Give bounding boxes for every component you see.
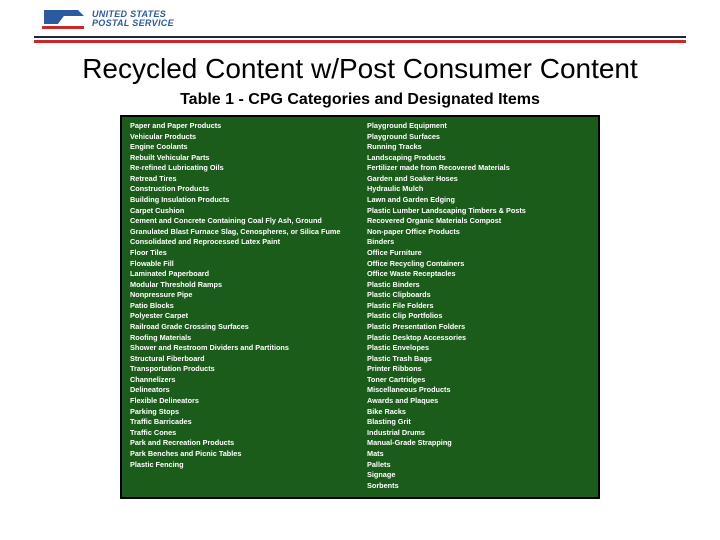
category-item: Hydraulic Mulch bbox=[367, 184, 590, 195]
category-item: Plastic Desktop Accessories bbox=[367, 333, 590, 344]
category-item: Printer Ribbons bbox=[367, 364, 590, 375]
category-item: Plastic Binders bbox=[367, 280, 590, 291]
categories-col-left: Paper and Paper ProductsVehicular Produc… bbox=[130, 121, 353, 491]
category-item: Industrial Drums bbox=[367, 428, 590, 439]
header: UNITED STATES POSTAL SERVICE bbox=[0, 0, 720, 36]
divider-navy bbox=[34, 36, 686, 38]
category-item: Vehicular Products bbox=[130, 132, 353, 143]
category-item: Playground Equipment bbox=[367, 121, 590, 132]
category-item: Flowable Fill bbox=[130, 259, 353, 270]
category-item: Blasting Grit bbox=[367, 417, 590, 428]
category-item: Rebuilt Vehicular Parts bbox=[130, 153, 353, 164]
category-item: Plastic Lumber Landscaping Timbers & Pos… bbox=[367, 206, 590, 217]
categories-col-right: Playground EquipmentPlayground SurfacesR… bbox=[367, 121, 590, 491]
category-item: Office Furniture bbox=[367, 248, 590, 259]
category-item: Parking Stops bbox=[130, 407, 353, 418]
category-item: Traffic Barricades bbox=[130, 417, 353, 428]
category-item: Playground Surfaces bbox=[367, 132, 590, 143]
table-caption: Table 1 - CPG Categories and Designated … bbox=[0, 91, 720, 109]
category-item: Awards and Plaques bbox=[367, 396, 590, 407]
category-item: Plastic Clipboards bbox=[367, 290, 590, 301]
usps-eagle-icon bbox=[40, 6, 86, 32]
category-item: Construction Products bbox=[130, 184, 353, 195]
divider-red bbox=[34, 40, 686, 43]
category-item: Polyester Carpet bbox=[130, 311, 353, 322]
category-item: Lawn and Garden Edging bbox=[367, 195, 590, 206]
category-item: Shower and Restroom Dividers and Partiti… bbox=[130, 343, 353, 354]
category-item: Building Insulation Products bbox=[130, 195, 353, 206]
category-item: Structural Fiberboard bbox=[130, 354, 353, 365]
category-item: Laminated Paperboard bbox=[130, 269, 353, 280]
category-item: Park and Recreation Products bbox=[130, 438, 353, 449]
brand-line2: POSTAL SERVICE bbox=[92, 19, 174, 28]
category-item: Patio Blocks bbox=[130, 301, 353, 312]
category-item: Delineators bbox=[130, 385, 353, 396]
category-item: Retread Tires bbox=[130, 174, 353, 185]
category-item: Office Recycling Containers bbox=[367, 259, 590, 270]
category-item: Office Waste Receptacles bbox=[367, 269, 590, 280]
category-item: Pallets bbox=[367, 460, 590, 471]
category-item: Traffic Cones bbox=[130, 428, 353, 439]
category-item: Modular Threshold Ramps bbox=[130, 280, 353, 291]
category-item: Plastic File Folders bbox=[367, 301, 590, 312]
category-item: Carpet Cushion bbox=[130, 206, 353, 217]
category-item: Channelizers bbox=[130, 375, 353, 386]
category-item: Flexible Delineators bbox=[130, 396, 353, 407]
category-item: Non-paper Office Products bbox=[367, 227, 590, 238]
category-item: Roofing Materials bbox=[130, 333, 353, 344]
category-item: Paper and Paper Products bbox=[130, 121, 353, 132]
category-item: Park Benches and Picnic Tables bbox=[130, 449, 353, 460]
category-item: Plastic Clip Portfolios bbox=[367, 311, 590, 322]
category-item: Signage bbox=[367, 470, 590, 481]
category-item: Plastic Envelopes bbox=[367, 343, 590, 354]
category-item: Transportation Products bbox=[130, 364, 353, 375]
category-item: Garden and Soaker Hoses bbox=[367, 174, 590, 185]
brand-text: UNITED STATES POSTAL SERVICE bbox=[92, 10, 174, 28]
page-title: Recycled Content w/Post Consumer Content bbox=[0, 53, 720, 85]
category-item: Consolidated and Reprocessed Latex Paint bbox=[130, 237, 353, 248]
category-item: Engine Coolants bbox=[130, 142, 353, 153]
category-item: Recovered Organic Materials Compost bbox=[367, 216, 590, 227]
category-item: Bike Racks bbox=[367, 407, 590, 418]
category-item: Plastic Trash Bags bbox=[367, 354, 590, 365]
category-item: Plastic Fencing bbox=[130, 460, 353, 471]
category-item: Binders bbox=[367, 237, 590, 248]
category-item: Sorbents bbox=[367, 481, 590, 492]
category-item: Running Tracks bbox=[367, 142, 590, 153]
category-item: Toner Cartridges bbox=[367, 375, 590, 386]
category-item: Fertilizer made from Recovered Materials bbox=[367, 163, 590, 174]
category-item: Railroad Grade Crossing Surfaces bbox=[130, 322, 353, 333]
category-item: Cement and Concrete Containing Coal Fly … bbox=[130, 216, 353, 237]
category-item: Nonpressure Pipe bbox=[130, 290, 353, 301]
category-item: Plastic Presentation Folders bbox=[367, 322, 590, 333]
categories-table: Paper and Paper ProductsVehicular Produc… bbox=[120, 115, 600, 499]
category-item: Landscaping Products bbox=[367, 153, 590, 164]
category-item: Floor Tiles bbox=[130, 248, 353, 259]
category-item: Miscellaneous Products bbox=[367, 385, 590, 396]
category-item: Re-refined Lubricating Oils bbox=[130, 163, 353, 174]
category-item: Manual-Grade Strapping bbox=[367, 438, 590, 449]
category-item: Mats bbox=[367, 449, 590, 460]
